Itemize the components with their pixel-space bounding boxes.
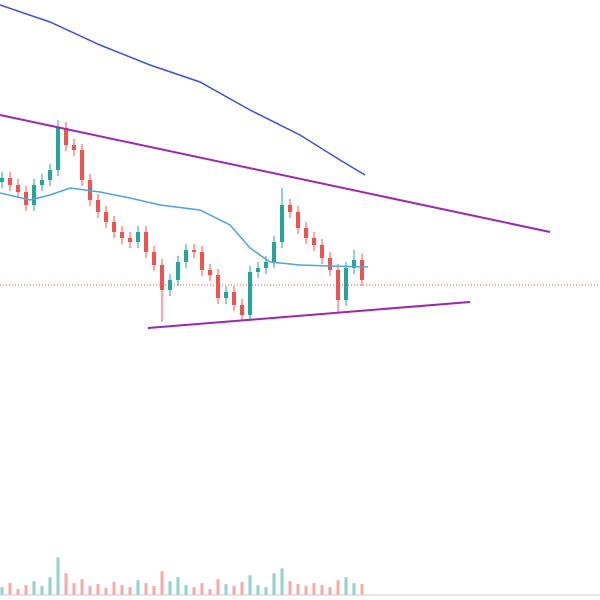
volume-bar <box>328 587 332 595</box>
volume-bar <box>88 586 92 595</box>
candle-body <box>240 305 244 315</box>
volume-bar <box>264 587 268 595</box>
candle-body <box>72 145 76 150</box>
volume-bar <box>104 588 108 595</box>
candle-body <box>168 280 172 290</box>
candle-body <box>184 250 188 262</box>
volume-bar <box>16 589 20 595</box>
ma-short <box>0 187 369 268</box>
volume-bar <box>344 577 348 595</box>
candle-body <box>64 128 68 145</box>
candle-body <box>144 232 148 252</box>
volume-bar <box>312 583 316 595</box>
volume-bar <box>8 583 12 595</box>
candle-body <box>56 128 60 170</box>
volume-bar <box>296 584 300 595</box>
volume-bar <box>208 589 212 595</box>
candle-body <box>256 268 260 272</box>
volume-bar <box>40 586 44 595</box>
volume-bar <box>352 583 356 595</box>
candle-body <box>104 212 108 222</box>
volume-bar <box>176 577 180 595</box>
candle-body <box>352 260 356 268</box>
candle-body <box>192 250 196 252</box>
candle-body <box>328 258 332 270</box>
volume-bar <box>96 584 100 595</box>
candle-body <box>224 292 228 298</box>
volume-bar <box>184 585 188 595</box>
volume-bar <box>24 585 28 595</box>
candle-body <box>32 185 36 205</box>
candle-body <box>16 185 20 192</box>
candle-body <box>112 222 116 232</box>
volume-bar <box>288 581 292 595</box>
volume-bar <box>216 579 220 595</box>
volume-bar <box>128 587 132 595</box>
volume-bar <box>320 585 324 595</box>
volume-bar <box>224 584 228 595</box>
candle-body <box>160 265 164 290</box>
candle-body <box>176 262 180 280</box>
candle-body <box>264 262 268 268</box>
volume-bar <box>240 582 244 595</box>
candle-body <box>80 150 84 180</box>
candle-body <box>152 252 156 265</box>
volume-bar <box>256 585 260 595</box>
volume-bar <box>304 586 308 595</box>
candle-body <box>96 200 100 212</box>
candle-body <box>216 275 220 298</box>
volume-bar <box>192 587 196 595</box>
volume-bar <box>144 583 148 595</box>
volume-bar <box>248 575 252 595</box>
volume-bar <box>112 582 116 595</box>
candle-body <box>360 260 364 280</box>
volume-bar <box>120 585 124 595</box>
volume-bar <box>72 583 76 595</box>
candle-body <box>272 242 276 262</box>
volume-bar <box>56 557 60 595</box>
candle-body <box>296 212 300 228</box>
candle-body <box>136 232 140 242</box>
volume-bar <box>232 586 236 595</box>
candle-body <box>208 270 212 275</box>
candle-body <box>120 232 124 238</box>
candle-body <box>336 270 340 300</box>
candle-body <box>40 180 44 185</box>
volume-bar <box>280 568 284 595</box>
candle-body <box>344 268 348 300</box>
candle-body <box>248 272 252 315</box>
volume-bar <box>272 573 276 595</box>
candle-body <box>304 228 308 238</box>
candle-body <box>8 178 12 185</box>
volume-bar <box>168 581 172 595</box>
volume-bar <box>336 580 340 595</box>
candle-body <box>200 252 204 270</box>
volume-bar <box>200 583 204 595</box>
volume-bar <box>360 584 364 595</box>
candle-body <box>312 238 316 245</box>
candle-body <box>48 170 52 180</box>
volume-bar <box>48 577 52 595</box>
candle-body <box>280 205 284 242</box>
trend-lower <box>147 301 471 329</box>
candle-body <box>232 292 236 305</box>
volume-bar <box>80 579 84 595</box>
volume-bar <box>160 571 164 595</box>
candle-body <box>320 245 324 258</box>
trend-upper <box>0 114 551 233</box>
volume-bar <box>64 573 68 595</box>
volume-bar <box>32 581 36 595</box>
volume-bar <box>152 586 156 595</box>
ma-long <box>0 4 366 176</box>
candle-body <box>288 205 292 212</box>
volume-bar <box>136 580 140 595</box>
volume-bar <box>0 587 4 595</box>
candle-body <box>0 178 4 182</box>
candle-body <box>128 238 132 242</box>
